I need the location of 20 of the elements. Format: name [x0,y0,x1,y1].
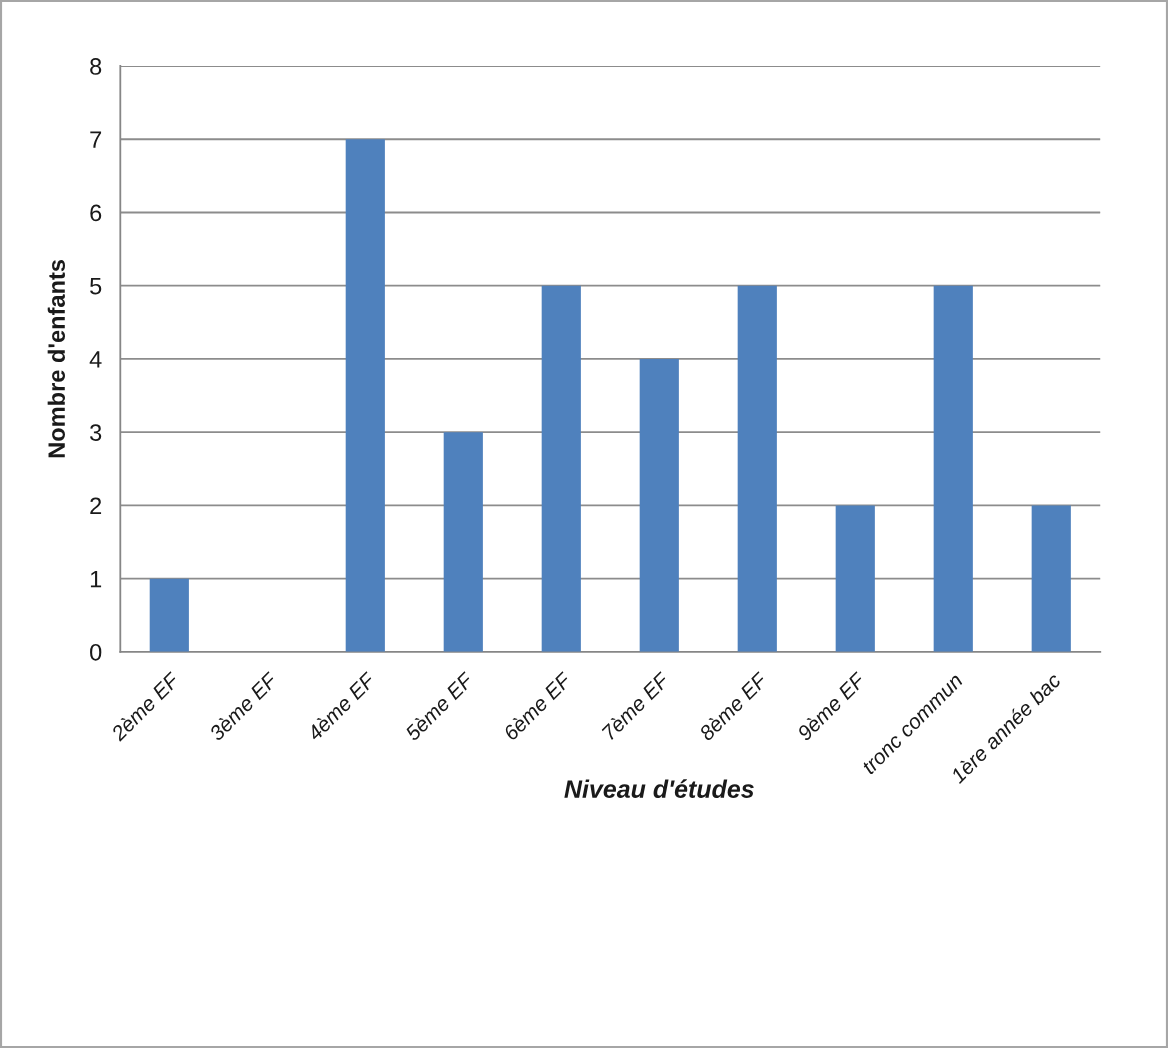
bar [443,432,483,652]
y-tick-label: 7 [90,131,102,148]
y-tick-label: 2 [90,497,102,514]
bar [639,358,679,652]
y-tick-label: 4 [89,351,102,368]
bar [933,285,973,652]
y-tick-label: 3 [90,424,102,441]
bar [1031,505,1071,652]
bar [345,139,385,652]
bar [737,285,777,652]
y-tick-label: 0 [90,643,102,661]
bar [149,578,189,652]
y-axis-title: Nombre d'enfants [47,260,66,458]
x-axis-title: Niveau d'études [564,779,754,798]
bar [835,505,875,652]
y-tick-label: 8 [90,58,102,75]
y-tick-label: 5 [90,278,102,295]
y-tick-label: 1 [90,570,102,588]
y-tick-label: 6 [90,204,102,222]
bar [541,285,581,652]
